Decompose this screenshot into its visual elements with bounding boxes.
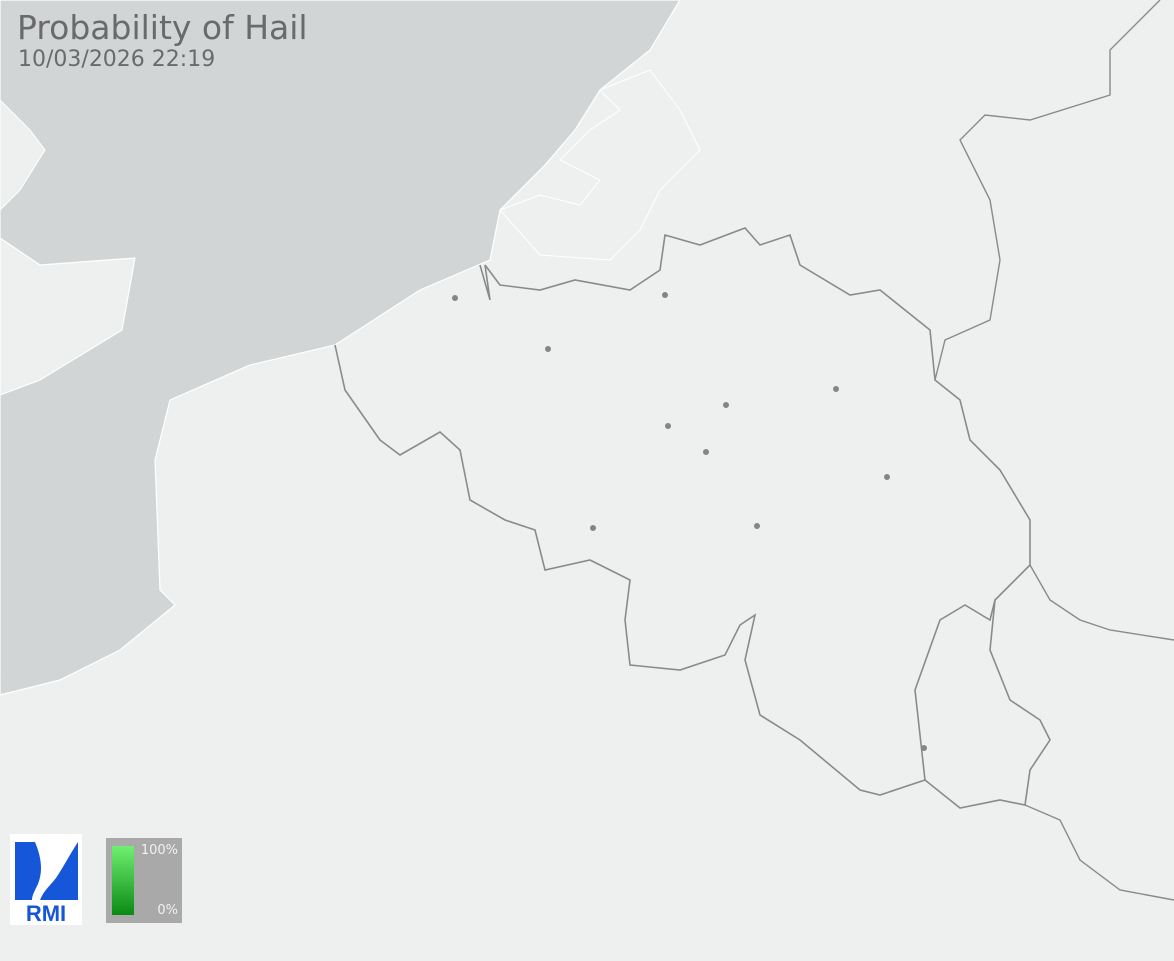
uk-land xyxy=(0,237,136,396)
uk-land-north xyxy=(0,99,46,211)
nl-de-border xyxy=(934,0,1161,381)
legend-min-label: 0% xyxy=(157,903,178,918)
city-dot xyxy=(545,346,551,352)
color-scale-bar xyxy=(112,846,134,915)
logo-text: RMI xyxy=(26,901,66,925)
probability-legend: 100% 0% xyxy=(106,838,182,923)
belgium-border xyxy=(334,227,1051,809)
city-dot xyxy=(833,386,839,392)
luxembourg-border xyxy=(914,599,996,781)
cities xyxy=(452,292,927,751)
city-dot xyxy=(590,525,596,531)
legend-max-label: 100% xyxy=(140,843,178,858)
city-dot xyxy=(662,292,668,298)
city-dot xyxy=(884,474,890,480)
city-dot xyxy=(723,402,729,408)
de-fr-border xyxy=(1024,804,1174,901)
zeeland-islands xyxy=(499,69,701,261)
map-title: Probability of Hail xyxy=(17,8,308,47)
rmi-logo: RMI xyxy=(10,834,82,926)
timestamp: 10/03/2026 22:19 xyxy=(18,47,216,72)
city-dot xyxy=(921,745,927,751)
de-lux-border xyxy=(1029,564,1174,641)
city-dot xyxy=(665,423,671,429)
city-dot xyxy=(754,523,760,529)
city-dot xyxy=(703,449,709,455)
sea xyxy=(0,0,681,696)
city-dot xyxy=(452,295,458,301)
